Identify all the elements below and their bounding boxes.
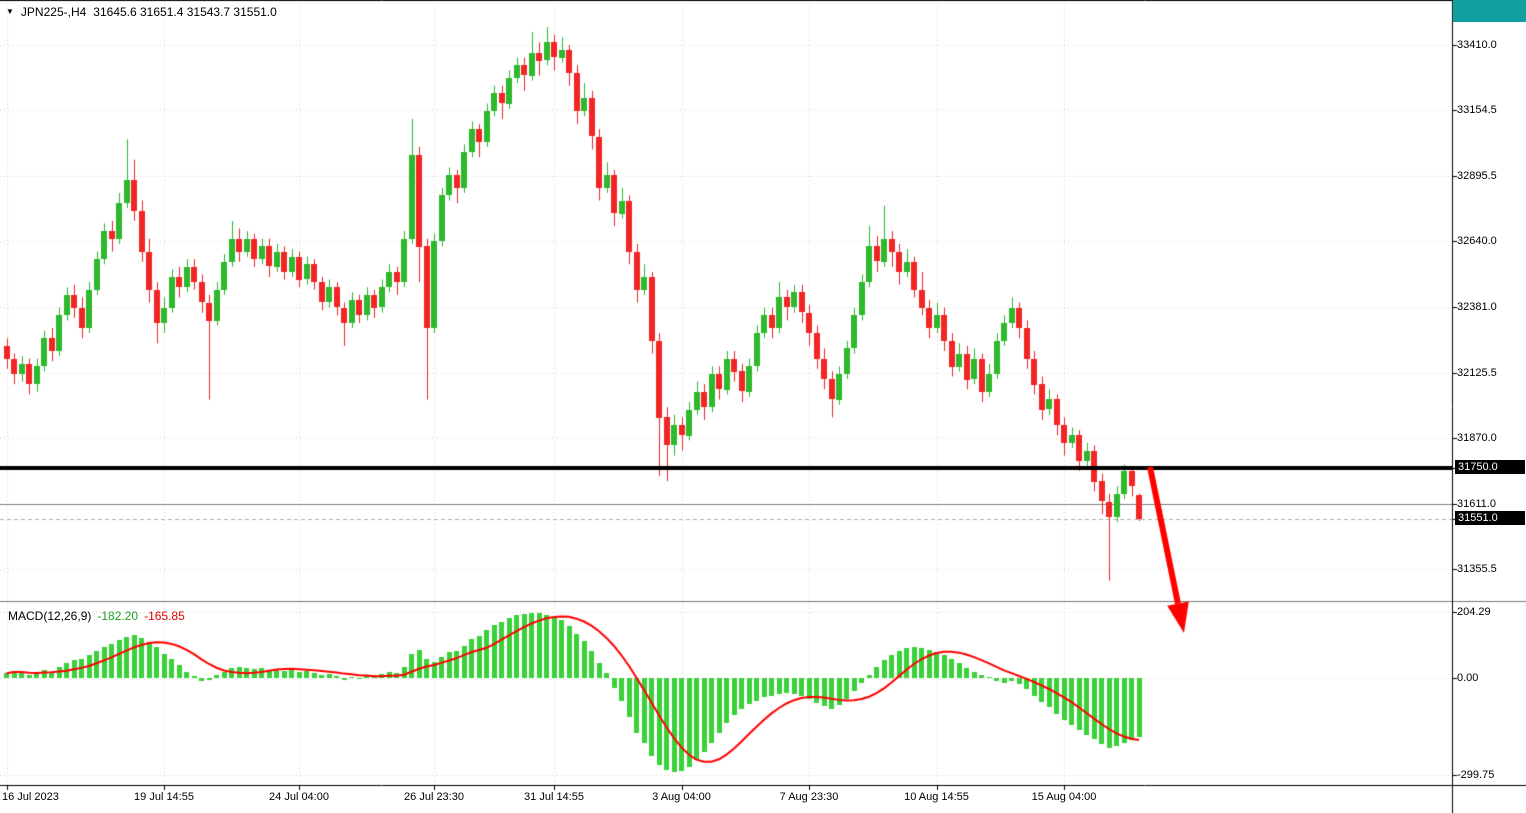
current-price-badge: 31551.0 [1455,511,1525,526]
price-tick-label: 31870.0 [1457,431,1497,444]
macd-indicator-label: MACD(12,26,9) -182.20 -165.85 [8,609,185,623]
macd-main-value: -182.20 [97,609,139,623]
price-tick-label: 32381.0 [1457,301,1497,314]
time-axis-label: 15 Aug 04:00 [1031,791,1097,803]
macd-tick-label: -299.75 [1457,768,1495,781]
price-tick-label: 33410.0 [1457,38,1497,51]
axis-corner-decoration [1453,0,1526,22]
price-axis[interactable]: 33410.0 33154.5 32895.5 32640.0 32381.0 32125… [1455,0,1526,813]
chart-title: ▼ JPN225-,H4 31645.6 31651.4 31543.7 315… [6,5,277,19]
ohlc-values: 31645.6 31651.4 31543.7 31551.0 [93,5,277,19]
symbol-timeframe-label: JPN225-,H4 [20,5,87,19]
price-tick-label: 32640.0 [1457,235,1497,248]
time-axis-label: 19 Jul 14:55 [134,791,194,803]
time-axis-label: 7 Aug 23:30 [779,791,839,803]
level-price-badge: 31750.0 [1455,460,1525,475]
macd-signal-value: -165.85 [144,609,185,623]
macd-tick-label: 0.00 [1457,671,1479,684]
time-axis[interactable]: 16 Jul 2023 19 Jul 14:55 24 Jul 04:00 26 Ju… [0,786,1452,813]
time-axis-label: 3 Aug 04:00 [652,791,711,803]
collapse-chart-icon[interactable]: ▼ [6,7,14,16]
price-tick-label: 31355.5 [1457,563,1497,575]
macd-tick-label: 204.29 [1457,605,1491,618]
price-tick-label: 32125.5 [1457,366,1497,379]
time-axis-label: 16 Jul 2023 [2,791,59,803]
macd-name: MACD(12,26,9) [8,609,92,623]
time-axis-label: 31 Jul 14:55 [524,791,584,803]
time-axis-label: 10 Aug 14:55 [904,791,969,803]
price-tick-label: 31611.0 [1457,497,1496,510]
price-tick-label: 33154.5 [1457,104,1497,117]
time-axis-label: 24 Jul 04:00 [269,791,329,803]
price-tick-label: 32895.5 [1457,170,1497,183]
time-axis-label: 26 Jul 23:30 [404,791,464,803]
